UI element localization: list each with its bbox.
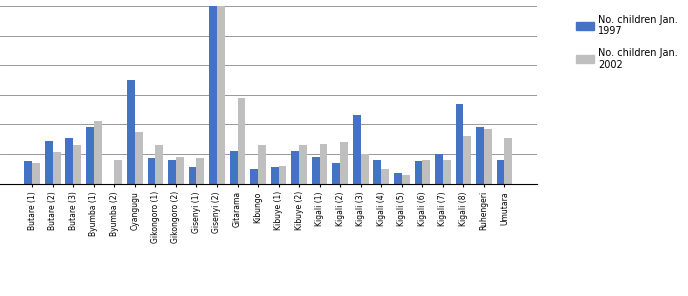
Bar bbox=[250, 169, 258, 184]
Bar bbox=[353, 115, 361, 184]
Bar bbox=[381, 169, 389, 184]
Bar bbox=[230, 151, 237, 184]
Bar bbox=[86, 127, 94, 184]
Bar bbox=[402, 175, 409, 184]
Bar bbox=[53, 152, 61, 184]
Bar bbox=[24, 161, 32, 184]
Bar bbox=[237, 98, 246, 184]
Bar bbox=[455, 104, 464, 184]
Bar bbox=[258, 145, 266, 184]
Bar bbox=[332, 163, 340, 184]
Bar bbox=[271, 167, 279, 184]
Bar bbox=[114, 160, 122, 184]
Bar bbox=[361, 154, 369, 184]
Bar bbox=[189, 167, 197, 184]
Bar bbox=[197, 158, 204, 184]
Bar bbox=[340, 142, 348, 184]
Bar bbox=[135, 132, 142, 184]
Bar bbox=[217, 6, 225, 184]
Bar bbox=[45, 141, 53, 184]
Bar bbox=[414, 161, 422, 184]
Bar bbox=[279, 166, 286, 184]
Bar bbox=[476, 127, 484, 184]
Bar bbox=[422, 160, 430, 184]
Bar bbox=[176, 157, 184, 184]
Legend: No. children Jan.
1997, No. children Jan.
2002: No. children Jan. 1997, No. children Jan… bbox=[572, 11, 682, 73]
Bar bbox=[94, 121, 102, 184]
Bar bbox=[291, 151, 299, 184]
Bar bbox=[209, 6, 217, 184]
Bar bbox=[435, 154, 443, 184]
Bar bbox=[299, 145, 307, 184]
Bar bbox=[443, 160, 451, 184]
Bar bbox=[148, 158, 155, 184]
Bar bbox=[504, 138, 513, 184]
Bar bbox=[484, 129, 492, 184]
Bar bbox=[168, 160, 176, 184]
Bar bbox=[394, 173, 402, 184]
Bar bbox=[73, 145, 81, 184]
Bar bbox=[155, 145, 163, 184]
Bar bbox=[320, 144, 327, 184]
Bar bbox=[464, 136, 471, 184]
Bar bbox=[127, 80, 135, 184]
Bar bbox=[65, 138, 73, 184]
Bar bbox=[374, 160, 381, 184]
Bar bbox=[312, 157, 320, 184]
Bar bbox=[497, 160, 504, 184]
Bar bbox=[32, 163, 40, 184]
